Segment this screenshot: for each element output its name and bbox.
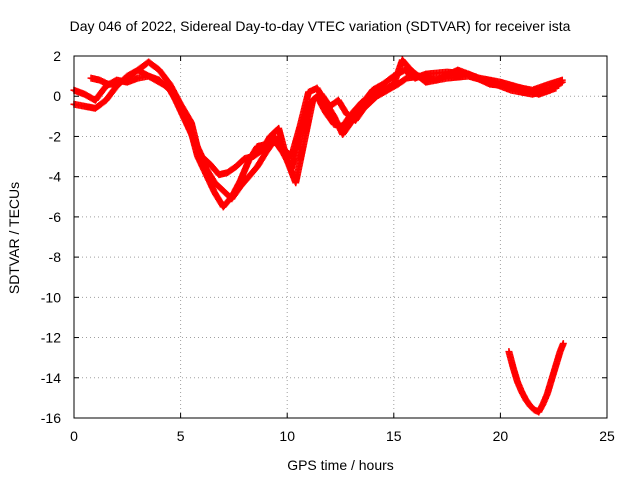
x-tick-label: 0: [70, 428, 78, 444]
series-track-3: [87, 66, 560, 187]
x-tick-label: 25: [599, 428, 615, 444]
plot-frame: [73, 55, 608, 419]
y-tick-label: -10: [41, 289, 61, 305]
x-axis-label: GPS time / hours: [287, 457, 394, 473]
y-tick-label: -14: [41, 370, 61, 386]
y-tick-label: -16: [41, 410, 61, 426]
data-point: [559, 340, 567, 348]
series-track-2: [70, 66, 566, 211]
y-axis-label: SDTVAR / TECUs: [6, 181, 22, 295]
y-tick-label: -8: [49, 249, 62, 265]
series-track-4: [505, 340, 567, 416]
y-tick-label: -4: [49, 169, 62, 185]
chart-title: Day 046 of 2022, Sidereal Day-to-day VTE…: [69, 18, 571, 34]
x-tick-label: 20: [493, 428, 509, 444]
x-tick-label: 15: [386, 428, 402, 444]
y-tick-label: -12: [41, 330, 61, 346]
data-point: [558, 76, 566, 84]
y-tick-label: -6: [49, 209, 62, 225]
grid: [74, 56, 607, 418]
x-tick-label: 10: [279, 428, 295, 444]
data-marks: [70, 56, 567, 416]
y-tick-label: 0: [53, 88, 61, 104]
x-tick-label: 5: [177, 428, 185, 444]
y-tick-label: -2: [49, 128, 62, 144]
data-point: [552, 84, 560, 92]
y-tick-label: 2: [53, 48, 61, 64]
